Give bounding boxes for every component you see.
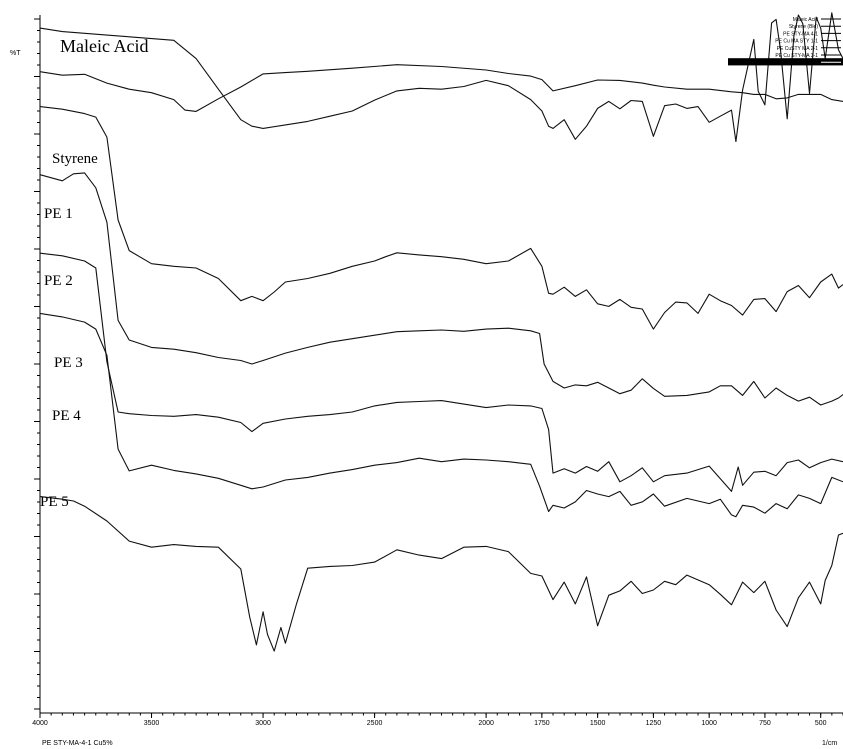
- x-tick-label-4: 2000: [478, 720, 494, 727]
- legend-entry-6: PE STY-MA-4-1 Cu5%: [768, 60, 819, 66]
- legend-entry-1: Styrene (Ble): [789, 24, 819, 30]
- trace-styrene: [39, 64, 843, 112]
- legend-entry-2: PE STY-MA 4-1: [783, 31, 818, 37]
- legend-entry-5: PE Cu STY-MA 3-1: [775, 53, 818, 59]
- trace-label-maleic-acid: Maleic Acid: [60, 36, 148, 56]
- trace-maleic-acid: [39, 12, 843, 143]
- y-axis-label: %T: [10, 50, 21, 57]
- x-tick-label-8: 1000: [701, 720, 717, 727]
- trace-label-pe5: PE 5: [40, 494, 69, 510]
- legend-entry-4: PE CuSTY MA 2-1: [777, 46, 819, 52]
- trace-pe-5: [39, 496, 843, 652]
- trace-pe-1: [39, 106, 843, 330]
- x-axis-ticks: 4000 3500 3000 2500 2000 1750 1500 1250 1000 750 5…: [32, 713, 843, 727]
- trace-pe-4: [39, 312, 843, 518]
- x-tick-label-6: 1500: [590, 720, 606, 727]
- x-tick-label-5: 1750: [534, 720, 550, 727]
- legend-entry-3: PE Cu MA STY 1-1: [775, 39, 818, 45]
- trace-pe-3: [39, 252, 843, 492]
- x-tick-label-9: 750: [759, 720, 771, 727]
- legend-highlight: [728, 58, 843, 66]
- spectrum-traces: [39, 12, 843, 652]
- legend-entry-0: Maleic Acid: [793, 17, 819, 23]
- trace-label-pe1: PE 1: [44, 206, 73, 222]
- x-tick-label-10: 500: [815, 720, 827, 727]
- x-tick-label-7: 1250: [646, 720, 662, 727]
- x-tick-label-3: 2500: [367, 720, 383, 727]
- x-tick-label-0: 4000: [32, 720, 48, 727]
- x-tick-label-1: 3500: [144, 720, 160, 727]
- trace-label-pe2: PE 2: [44, 273, 73, 289]
- trace-label-styrene: Styrene: [52, 151, 98, 167]
- footer-sample-label: PE STY-MA-4-1 Cu5%: [42, 740, 113, 747]
- x-axis-label: 1/cm: [822, 740, 837, 747]
- trace-pe-2: [39, 172, 843, 406]
- y-axis-ticks: [34, 18, 40, 710]
- trace-label-pe4: PE 4: [52, 408, 81, 424]
- trace-label-pe3: PE 3: [54, 355, 83, 371]
- x-tick-label-2: 3000: [255, 720, 271, 727]
